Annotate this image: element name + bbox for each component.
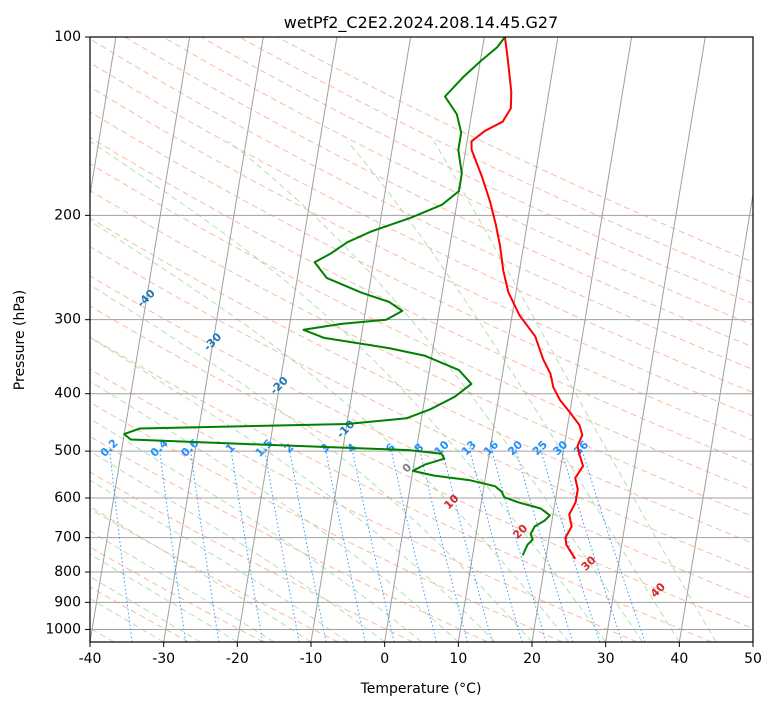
dry-adiabat-line <box>90 435 488 642</box>
x-tick-label: 30 <box>597 651 615 667</box>
y-tick-label: 200 <box>54 207 81 223</box>
y-tick-label: 100 <box>54 29 81 45</box>
y-axis-label: Pressure (hPa) <box>12 290 28 390</box>
dry-adiabat-line <box>90 275 753 600</box>
isotherm-line <box>236 37 338 642</box>
dry-adiabat-line <box>90 246 753 572</box>
dry-adiabat-line <box>90 62 753 394</box>
isotherm-line <box>384 37 485 642</box>
dry-adiabat-line <box>124 37 753 348</box>
dry-adiabat-line <box>90 368 638 642</box>
isotherm-line <box>90 37 117 198</box>
mixing-ratio-line <box>264 448 300 642</box>
y-tick-label: 900 <box>54 594 81 610</box>
mixing-ratio-line <box>491 448 547 642</box>
y-tick-label: 800 <box>54 564 81 580</box>
x-tick-label: -40 <box>79 651 102 667</box>
mixing-ratio-line <box>468 448 523 642</box>
mixing-ratio-line <box>390 448 437 642</box>
mixing-ratio-line <box>325 448 366 642</box>
x-tick-label: 0 <box>380 651 389 667</box>
plot-frame <box>89 36 754 643</box>
mixing-ratio-line <box>230 448 264 642</box>
y-tick-label: 500 <box>54 443 81 459</box>
isotherm-line <box>531 37 633 642</box>
dry-adiabat-line <box>90 508 339 642</box>
isotherm-line <box>678 191 753 642</box>
isotherm-line <box>457 37 559 642</box>
x-tick-label: -10 <box>300 651 323 667</box>
isotherm-line <box>90 37 191 642</box>
y-tick-label: 700 <box>54 530 81 546</box>
dry-adiabat-line <box>162 37 753 326</box>
y-tick-label: 400 <box>54 386 81 402</box>
dry-adiabat-line <box>90 305 753 630</box>
dry-adiabat-line <box>239 37 753 284</box>
axes: -40 -30 -20 -10 0 10 20 30 40 50 1000 900 800 700 600 5… <box>45 29 762 667</box>
isotherm-line <box>605 37 706 642</box>
x-tick-label: 10 <box>449 651 467 667</box>
sounding-series <box>123 37 585 560</box>
temperature-line <box>470 37 585 560</box>
mixing-ratio-line <box>441 448 493 642</box>
dry-adiabat-line <box>90 162 753 491</box>
dewpoint-line <box>123 37 551 556</box>
x-axis-label: Temperature (°C) <box>360 681 482 697</box>
mixing-ratio-line <box>159 448 187 642</box>
dry-adiabat-line <box>90 217 753 544</box>
x-tick-label: 40 <box>670 651 688 667</box>
y-tick-label: 1000 <box>45 621 81 637</box>
y-tick-label: 300 <box>54 312 81 328</box>
mixing-ratio-line <box>288 448 327 642</box>
x-tick-label: -30 <box>152 651 175 667</box>
dry-adiabat-line <box>90 401 563 642</box>
y-tick-label: 600 <box>54 490 81 506</box>
mixing-ratio-line <box>189 448 220 642</box>
background-lines <box>90 37 753 642</box>
mixing-ratio-line <box>351 448 395 642</box>
mixing-ratio-line <box>581 448 646 642</box>
x-tick-label: -20 <box>226 651 249 667</box>
dry-adiabat-line <box>90 86 753 417</box>
x-tick-label: 20 <box>523 651 541 667</box>
mixing-ratio-line <box>515 448 574 642</box>
mixing-ratio-line <box>560 448 623 642</box>
chart-title: wetPf2_C2E2.2024.208.14.45.G27 <box>284 13 558 33</box>
isotherm-line <box>163 37 264 642</box>
mixing-ratio-line <box>418 448 468 642</box>
mixing-ratio-line <box>539 448 601 642</box>
dry-adiabat-line <box>90 189 753 518</box>
x-tick-label: 50 <box>744 651 762 667</box>
isotherm-line <box>310 37 412 642</box>
